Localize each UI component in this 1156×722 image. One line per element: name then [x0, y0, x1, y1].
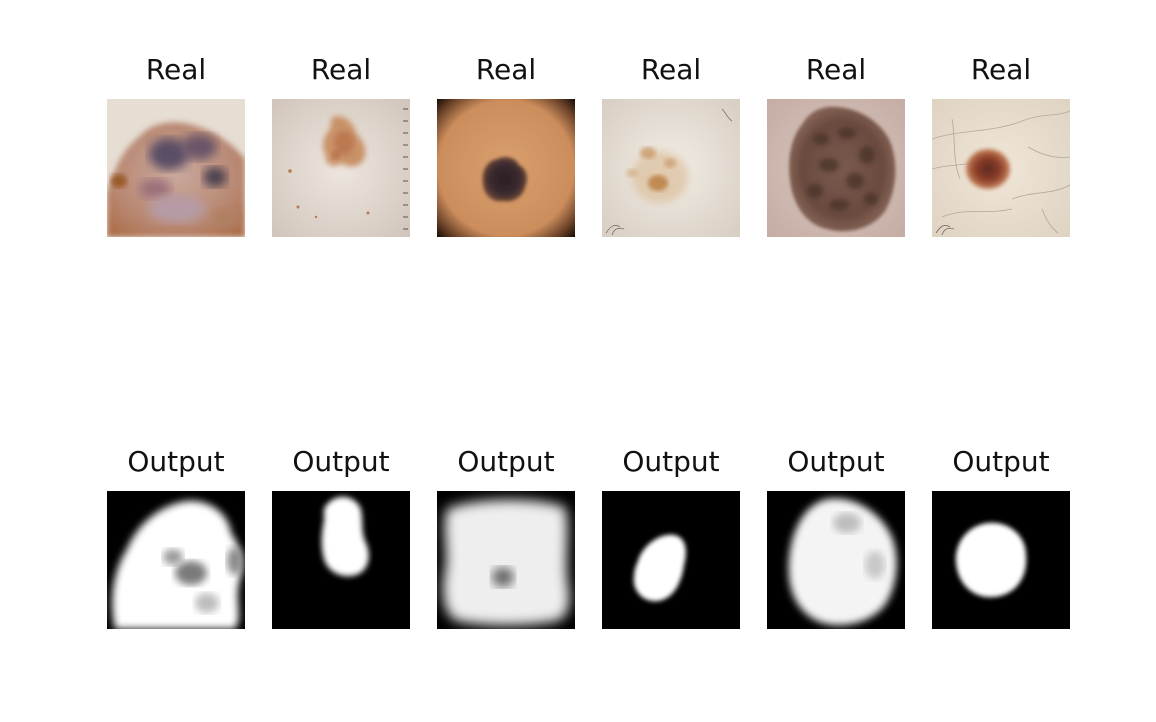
panel-title: Real — [145, 53, 207, 86]
panel-title: Output — [622, 445, 720, 478]
panel-title: Real — [475, 53, 537, 86]
panel-title: Real — [310, 53, 372, 86]
segmentation-mask-image — [272, 491, 410, 629]
segmentation-mask-image — [932, 491, 1070, 629]
skin-lesion-image — [272, 99, 410, 237]
skin-lesion-image — [767, 99, 905, 237]
segmentation-mask-image — [602, 491, 740, 629]
panel-title: Output — [127, 445, 225, 478]
panel-title: Output — [292, 445, 390, 478]
segmentation-mask-image — [767, 491, 905, 629]
panel-title: Output — [457, 445, 555, 478]
segmentation-mask-image — [437, 491, 575, 629]
panel-title: Output — [787, 445, 885, 478]
skin-lesion-image — [437, 99, 575, 237]
skin-lesion-image — [932, 99, 1070, 237]
panel-title: Real — [805, 53, 867, 86]
panel-title: Real — [970, 53, 1032, 86]
segmentation-mask-image — [107, 491, 245, 629]
panel-title: Output — [952, 445, 1050, 478]
skin-lesion-image — [107, 99, 245, 237]
skin-lesion-image — [602, 99, 740, 237]
panel-title: Real — [640, 53, 702, 86]
